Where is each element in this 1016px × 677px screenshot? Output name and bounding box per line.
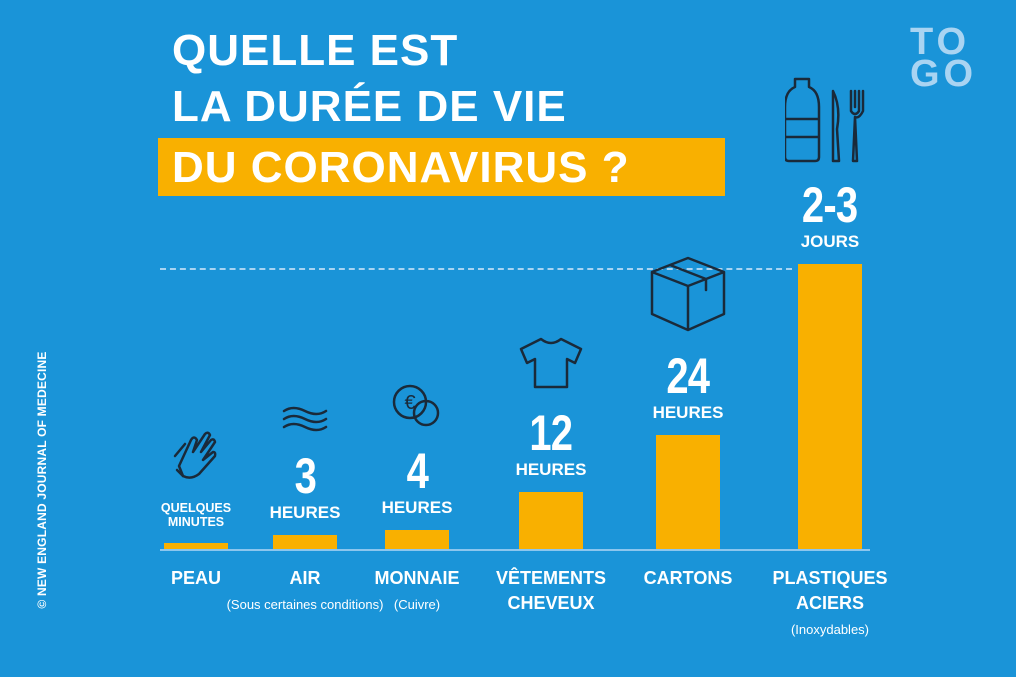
bar-group: 24 HEURES xyxy=(613,254,763,549)
credit-text: © NEW ENGLAND JOURNAL OF MEDECINE xyxy=(35,351,49,609)
tshirt-icon xyxy=(517,335,585,410)
category-label-line: CARTONS xyxy=(643,568,733,588)
bar xyxy=(273,534,337,549)
data-value-label: 4 xyxy=(406,443,428,499)
data-unit-label: HEURES xyxy=(515,460,587,479)
category-label-line: PEAU xyxy=(170,568,221,588)
bar xyxy=(656,435,720,549)
bar-group: 2-3 JOURS xyxy=(755,77,905,549)
category-label-line: PLASTIQUES xyxy=(772,568,888,588)
title-highlight xyxy=(158,138,725,196)
bar-group: 12 HEURES xyxy=(476,335,626,549)
category-note: (Cuivre) xyxy=(393,597,441,612)
category-note: (Sous certaines conditions) xyxy=(226,597,384,612)
logo-line-1: TO xyxy=(910,21,971,63)
category-label-line: AIR xyxy=(289,568,321,588)
title-line-1: QUELLE EST xyxy=(172,26,459,75)
air-waves-icon xyxy=(281,404,329,453)
data-value-label: 3 xyxy=(294,447,316,504)
category-note: (Inoxydables) xyxy=(790,622,870,637)
category-label: AIR (Sous certaines conditions) xyxy=(220,566,390,615)
data-unit-label: HEURES xyxy=(269,502,341,522)
title-line-3: DU CORONAVIRUS ? xyxy=(172,143,630,192)
category-label-line: CHEVEUX xyxy=(507,593,595,613)
category-label: MONNAIE (Cuivre) xyxy=(332,566,502,615)
data-unit-label: QUELQUES MINUTES xyxy=(160,501,232,530)
bottle-cutlery-icon xyxy=(783,77,875,182)
category-label: PLASTIQUES ACIERS (Inoxydables) xyxy=(745,566,915,640)
bar xyxy=(385,530,449,549)
box-icon xyxy=(648,254,728,353)
reference-dashed-line xyxy=(160,268,792,270)
category-label: CARTONS xyxy=(603,566,773,591)
data-value-label: 24 xyxy=(666,348,711,404)
bar-group: 3 HEURES xyxy=(230,404,380,549)
category-label: VÊTEMENTS CHEVEUX xyxy=(466,566,636,616)
data-value-label: 12 xyxy=(529,405,574,461)
data-unit-label: HEURES xyxy=(652,403,724,422)
coins-icon: € xyxy=(390,383,444,448)
data-unit-label: JOURS xyxy=(800,232,860,251)
data-unit-label: HEURES xyxy=(381,498,453,517)
togo-logo: TO GO xyxy=(910,21,978,95)
category-label-line: ACIERS xyxy=(795,593,864,613)
bar xyxy=(164,543,228,549)
bar xyxy=(519,492,583,549)
category-label-line: VÊTEMENTS xyxy=(495,568,606,588)
bar-group: QUELQUES MINUTES xyxy=(121,426,271,549)
bar xyxy=(798,264,862,549)
logo-line-2: GO xyxy=(910,53,978,95)
data-value-label: 2-3 xyxy=(802,177,858,233)
baseline xyxy=(160,549,870,551)
category-label: PEAU xyxy=(111,566,281,591)
svg-text:€: € xyxy=(404,392,415,414)
bar-group: €4 HEURES xyxy=(342,383,492,549)
category-label-line: MONNAIE xyxy=(374,568,460,588)
title-line-2: LA DURÉE DE VIE xyxy=(172,82,567,131)
hands-icon xyxy=(171,426,221,501)
